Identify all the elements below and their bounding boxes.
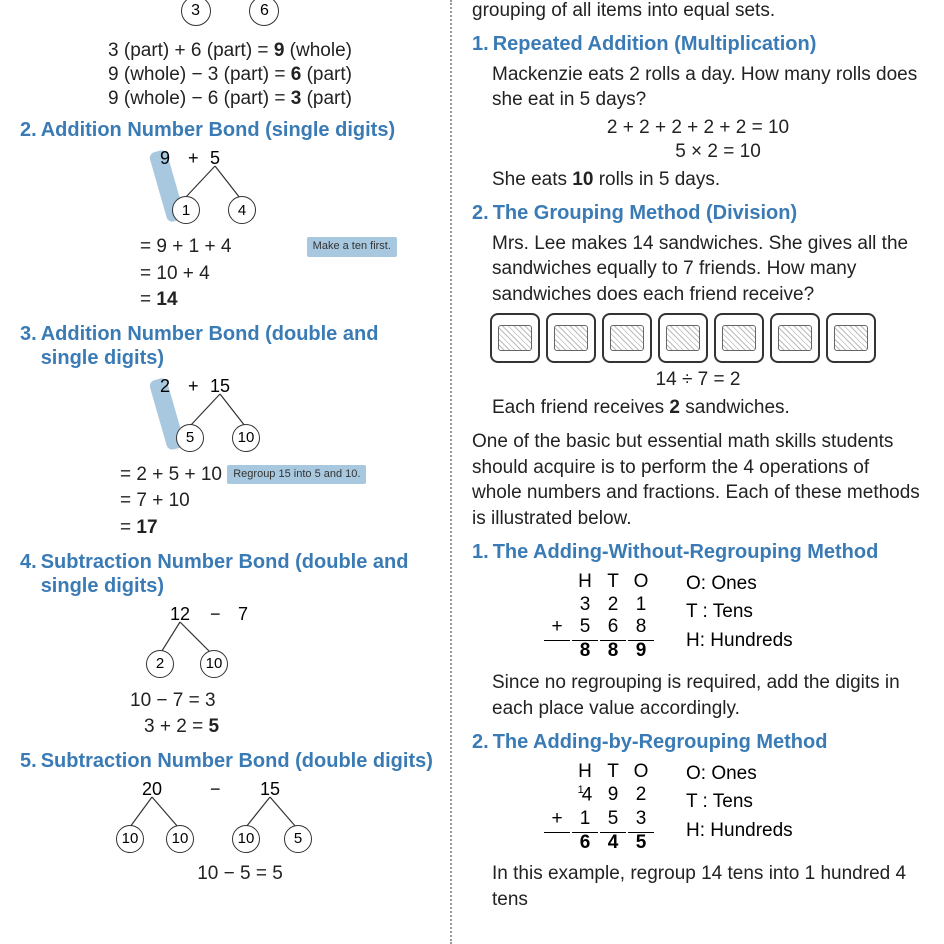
bond-diagram-5: 20 − 15 10 10 10 5	[120, 779, 400, 857]
steps: = 2 + 5 + 10 Regroup 15 into 5 and 10. =…	[120, 462, 440, 542]
section4-heading: 4.Subtraction Number Bond (double and si…	[20, 550, 440, 598]
answer: Each friend receives 2 sandwiches.	[492, 395, 924, 421]
eq-line: 9 (whole) − 3 (part) = 6 (part)	[20, 64, 440, 86]
body-text: In this example, regroup 14 tens into 1 …	[492, 861, 924, 912]
bond-diagram-3: 2 + 15 5 10	[150, 376, 350, 456]
eq-line: 3 (part) + 6 (part) = 9 (whole)	[20, 40, 440, 62]
r-section1-heading: 1.Repeated Addition (Multiplication)	[472, 32, 924, 56]
sandwich-icon	[602, 313, 652, 363]
answer: She eats 10 rolls in 5 days.	[492, 167, 924, 193]
section2-heading: 2.Addition Number Bond (single digits)	[20, 118, 440, 142]
bond-circle: 6	[249, 0, 279, 26]
section5-heading: 5.Subtraction Number Bond (double digits…	[20, 749, 440, 773]
bond-circle: 3	[181, 0, 211, 26]
bond-diagram-4: 12 − 7 2 10	[160, 604, 360, 682]
sandwich-row	[490, 313, 924, 363]
body-text: Mrs. Lee makes 14 sandwiches. She gives …	[492, 231, 924, 308]
hint-badge: Regroup 15 into 5 and 10.	[227, 465, 366, 484]
sandwich-icon	[546, 313, 596, 363]
r-section3-heading: 1.The Adding-Without-Regrouping Method	[472, 540, 924, 564]
sandwich-icon	[490, 313, 540, 363]
intro-text: grouping of all items into equal sets.	[472, 0, 924, 24]
steps: = 9 + 1 + 4 Make a ten first. = 10 + 4 =…	[140, 234, 440, 314]
paragraph: One of the basic but essential math skil…	[472, 429, 924, 532]
section1-bond-bottom: 3 6	[20, 0, 440, 26]
eq-line: 14 ÷ 7 = 2	[472, 369, 924, 391]
bond-diagram-2: 9 + 5 1 4	[150, 148, 350, 228]
hint-badge: Make a ten first.	[307, 237, 397, 256]
sandwich-icon	[770, 313, 820, 363]
right-column: grouping of all items into equal sets. 1…	[450, 0, 944, 944]
column-addition: HTO 1492 +153 645 O: Ones T : Tens H: Hu…	[542, 760, 924, 856]
sandwich-icon	[826, 313, 876, 363]
legend: O: Ones T : Tens H: Hundreds	[686, 570, 793, 656]
r-section2-heading: 2.The Grouping Method (Division)	[472, 201, 924, 225]
r-section4-heading: 2.The Adding-by-Regrouping Method	[472, 730, 924, 754]
steps: 10 − 7 = 3 3 + 2 = 5	[130, 688, 440, 741]
body-text: Mackenzie eats 2 rolls a day. How many r…	[492, 62, 924, 113]
legend: O: Ones T : Tens H: Hundreds	[686, 760, 793, 846]
body-text: Since no regrouping is required, add the…	[492, 670, 924, 721]
section3-heading: 3.Addition Number Bond (double and singl…	[20, 322, 440, 370]
column-addition: HTO 321 +568 889 O: Ones T : Tens H: Hun…	[542, 570, 924, 665]
sandwich-icon	[714, 313, 764, 363]
eq-line: 2 + 2 + 2 + 2 + 2 = 10	[472, 117, 924, 139]
eq-line: 9 (whole) − 6 (part) = 3 (part)	[20, 88, 440, 110]
sandwich-icon	[658, 313, 708, 363]
eq-line: 5 × 2 = 10	[472, 141, 924, 163]
left-column: 3 6 3 (part) + 6 (part) = 9 (whole) 9 (w…	[0, 0, 450, 944]
eq-line: 10 − 5 = 5	[40, 863, 440, 885]
